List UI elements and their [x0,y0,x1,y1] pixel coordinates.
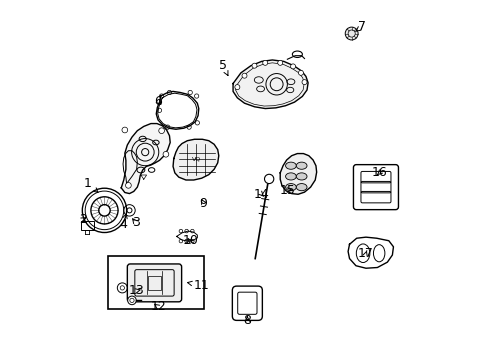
Text: 2: 2 [79,213,87,226]
Text: VQ: VQ [191,157,201,162]
Circle shape [242,73,246,78]
Text: 17: 17 [357,247,373,260]
Circle shape [163,152,168,157]
Text: 5: 5 [219,59,227,76]
Text: 16: 16 [371,166,386,179]
Text: 1: 1 [84,177,98,193]
Circle shape [251,63,257,68]
Ellipse shape [296,173,306,180]
Text: 6: 6 [154,95,162,108]
Circle shape [277,60,282,65]
Circle shape [122,127,127,133]
Circle shape [298,70,303,75]
Circle shape [262,60,267,65]
Text: 11: 11 [187,279,209,292]
Text: 9: 9 [199,197,207,210]
Circle shape [125,183,131,188]
Ellipse shape [296,184,306,191]
Circle shape [345,27,357,40]
Ellipse shape [296,162,306,169]
Text: 4: 4 [119,214,127,231]
Ellipse shape [285,184,296,191]
Polygon shape [280,154,316,194]
Polygon shape [173,139,218,180]
FancyBboxPatch shape [127,264,181,302]
Text: 15: 15 [279,184,295,197]
Circle shape [290,64,295,69]
Ellipse shape [285,173,296,180]
Ellipse shape [285,162,296,169]
Bar [108,256,204,309]
Circle shape [159,128,164,134]
Polygon shape [233,60,307,109]
Text: 7: 7 [355,20,366,33]
Circle shape [127,296,136,305]
Text: 3: 3 [132,216,140,229]
Text: 8: 8 [243,314,251,327]
Text: 13: 13 [128,284,144,297]
Circle shape [302,80,306,85]
Circle shape [234,85,240,90]
Text: 10: 10 [182,234,198,247]
Polygon shape [121,123,170,194]
Text: 14: 14 [253,188,269,201]
Text: 12: 12 [150,300,165,313]
Bar [148,276,161,290]
